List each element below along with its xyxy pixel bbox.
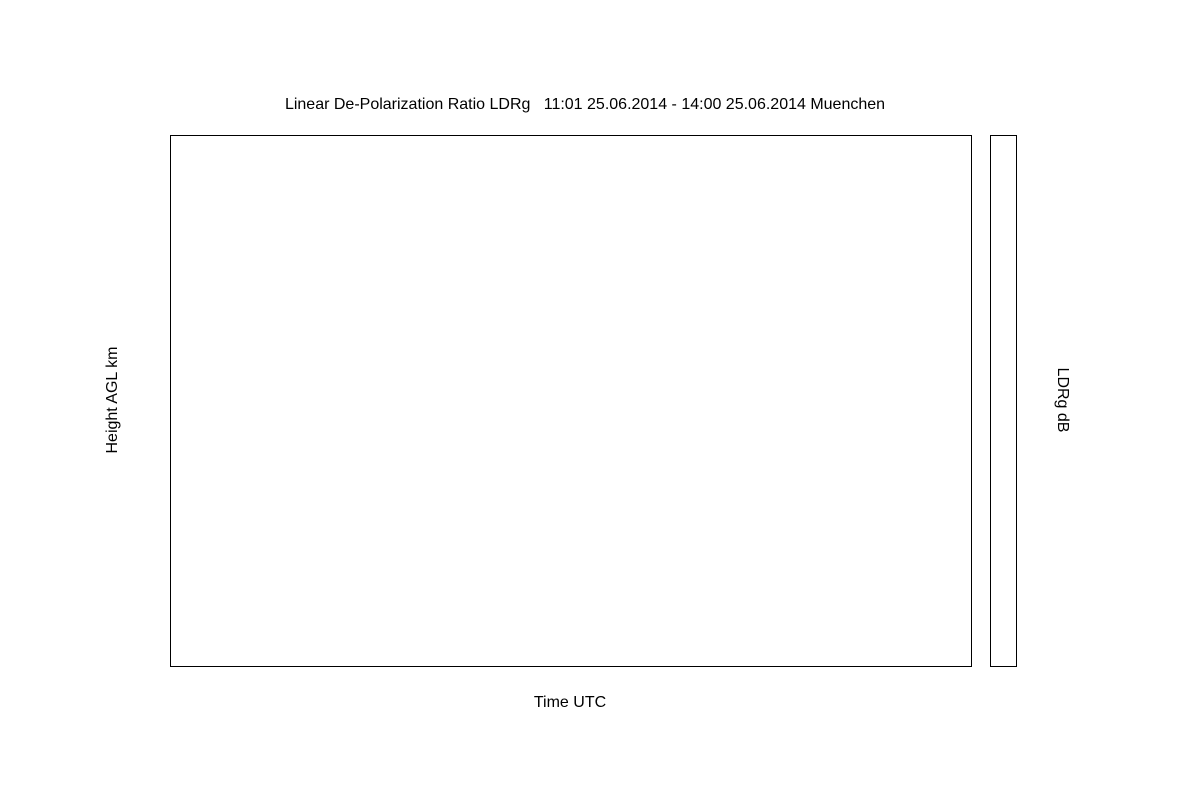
- y-axis-label: Height AGL km: [104, 346, 121, 454]
- colorbar-canvas: [991, 136, 1016, 666]
- x-axis-label: Time UTC: [533, 694, 607, 711]
- heatmap-canvas: [171, 136, 971, 666]
- heatmap-plot-area: [170, 135, 972, 667]
- colorbar-label: LDRg dB: [1054, 367, 1071, 433]
- colorbar: [990, 135, 1017, 667]
- chart-title: Linear De-Polarization Ratio LDRg 11:01 …: [284, 96, 886, 113]
